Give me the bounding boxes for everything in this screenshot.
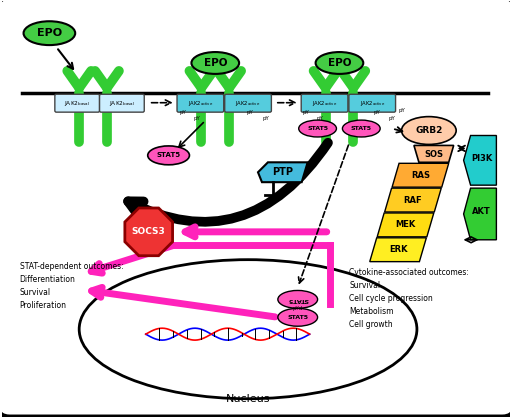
Text: EPO: EPO [37,28,62,38]
Polygon shape [377,213,434,237]
Text: pY: pY [302,110,309,115]
FancyBboxPatch shape [225,94,271,112]
Ellipse shape [315,52,364,74]
Text: STAT5: STAT5 [157,152,181,158]
Ellipse shape [278,308,317,326]
Ellipse shape [191,52,239,74]
Text: pY: pY [247,110,253,115]
Text: pY: pY [374,110,380,115]
Text: MEK: MEK [395,220,416,229]
Text: JAK2$_{\rm basal}$: JAK2$_{\rm basal}$ [109,99,135,108]
Text: STAT5: STAT5 [287,315,308,320]
Text: pY: pY [399,108,406,113]
Ellipse shape [278,291,317,308]
Text: EPO: EPO [204,58,227,68]
FancyBboxPatch shape [99,94,144,112]
Text: STAT5: STAT5 [351,126,372,131]
Text: Nucleus: Nucleus [226,394,270,404]
Text: Cytokine-associated outcomes:
Survival
Cell cycle progression
Metabolism
Cell gr: Cytokine-associated outcomes: Survival C… [349,268,470,329]
Ellipse shape [401,117,456,145]
Polygon shape [392,163,449,187]
Text: EPO: EPO [328,58,351,68]
Text: JAK2$_{\rm active}$: JAK2$_{\rm active}$ [188,99,213,108]
Polygon shape [125,208,173,256]
Text: RAS: RAS [411,171,430,180]
Text: pY: pY [193,116,200,121]
Text: PTP: PTP [272,167,293,177]
Polygon shape [463,188,497,240]
Text: JAK2$_{\rm active}$: JAK2$_{\rm active}$ [236,99,261,108]
FancyBboxPatch shape [301,94,348,112]
Text: RAF: RAF [403,196,422,204]
Text: pYd: pYd [292,306,303,311]
Text: GRB2: GRB2 [415,126,442,135]
Text: pY: pY [389,116,395,121]
Text: AKT: AKT [472,207,491,217]
Text: pY: pY [316,116,323,121]
Text: SOS: SOS [424,150,443,159]
Ellipse shape [343,120,380,137]
FancyBboxPatch shape [177,94,224,112]
Text: pY: pY [179,110,186,115]
Ellipse shape [148,146,189,165]
Polygon shape [258,162,308,182]
Polygon shape [463,135,497,185]
Text: PI3K: PI3K [471,154,492,163]
Text: JAK2$_{\rm active}$: JAK2$_{\rm active}$ [312,99,337,108]
Text: JAK2$_{\rm basal}$: JAK2$_{\rm basal}$ [64,99,90,108]
Ellipse shape [24,21,75,45]
Text: STAT-dependent outcomes:
Differentiation
Survival
Proliferation: STAT-dependent outcomes: Differentiation… [19,262,123,310]
Ellipse shape [298,120,336,137]
Ellipse shape [79,260,417,399]
Polygon shape [370,238,426,262]
Polygon shape [414,145,454,162]
Polygon shape [385,188,441,212]
Text: JAK2$_{\rm active}$: JAK2$_{\rm active}$ [359,99,385,108]
FancyBboxPatch shape [55,94,99,112]
Text: STAT5: STAT5 [287,297,308,302]
Text: pY: pY [263,116,269,121]
Text: SOCS3: SOCS3 [132,227,165,236]
FancyBboxPatch shape [349,94,396,112]
FancyArrowPatch shape [128,143,328,222]
Text: STAT5: STAT5 [307,126,328,131]
Text: ERK: ERK [389,245,408,254]
